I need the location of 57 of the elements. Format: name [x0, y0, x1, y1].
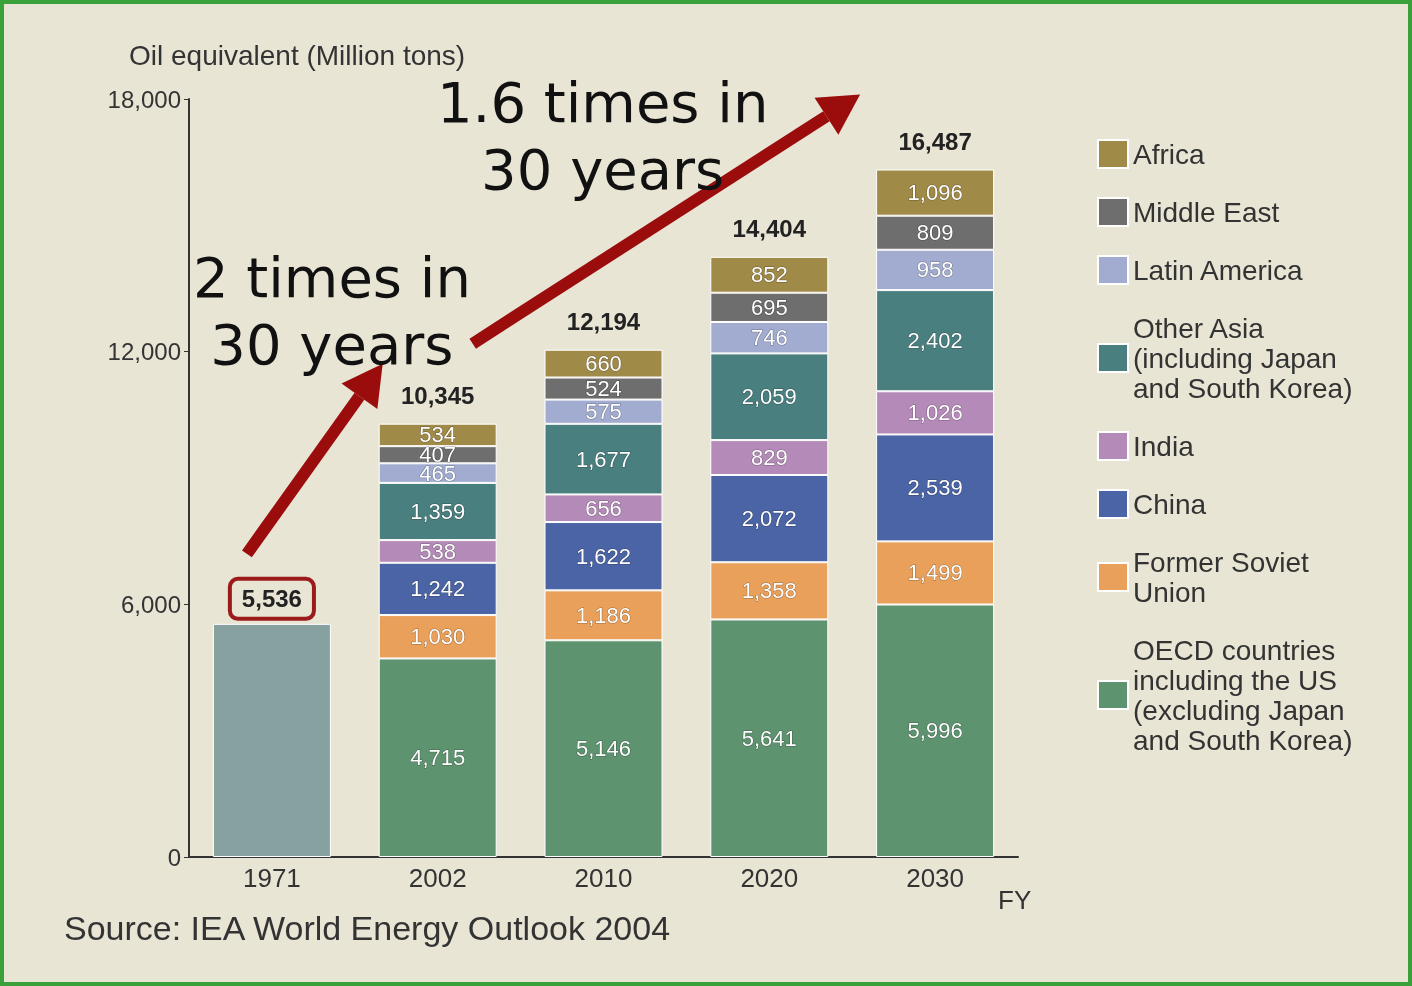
source-note: Source: IEA World Energy Outlook 2004 [64, 909, 671, 948]
x-tick-label: 2010 [574, 863, 633, 893]
data-label: 538 [419, 538, 457, 564]
legend-label: Latin America [1133, 254, 1304, 286]
legend-label: India [1133, 430, 1195, 462]
data-label: 575 [585, 399, 622, 425]
legend-label: Middle East [1133, 196, 1280, 228]
y-tick-label: 0 [167, 843, 181, 871]
data-label: 2,402 [907, 328, 963, 354]
data-label: 1,677 [575, 446, 632, 472]
legend-label: Former Soviet Union [1133, 546, 1317, 608]
legend-label: China [1133, 488, 1207, 520]
y-tick-label: 12,000 [107, 338, 181, 366]
x-tick-label: 2030 [906, 863, 965, 893]
annotation: 1.6 times in 30 years [437, 70, 770, 204]
data-label: 1,359 [410, 499, 466, 524]
data-label: 5,641 [741, 725, 797, 751]
data-label: 2,072 [741, 506, 797, 532]
data-label: 2,539 [907, 475, 963, 501]
data-label: 4,715 [410, 745, 466, 771]
annotation: 16,487 [897, 127, 973, 156]
y-tick-label: 6,000 [120, 590, 181, 618]
data-label: 809 [916, 220, 954, 246]
x-axis-title: FY [998, 885, 1032, 915]
data-label: 1,186 [575, 602, 632, 628]
data-label: 524 [585, 376, 622, 402]
annotation: 10,345 [400, 381, 476, 410]
y-axis-title: Oil equivalent (Million tons) [129, 39, 466, 71]
data-label: 656 [585, 495, 622, 521]
legend-label: OECD countries including the US (excluding Japan and South Korea) [1133, 634, 1353, 756]
data-label: 660 [585, 351, 622, 377]
data-label: 1,499 [907, 560, 963, 586]
data-label: 2,059 [741, 384, 797, 410]
data-label: 5,536 [241, 585, 302, 613]
x-tick-label: 2020 [740, 863, 799, 893]
data-label: 534 [419, 422, 457, 448]
x-tick-label: 1971 [242, 863, 301, 893]
data-label: 852 [750, 262, 788, 288]
annotation: 2 times in 30 years [191, 243, 472, 379]
data-label: 695 [750, 294, 788, 320]
data-label: 1,096 [907, 180, 963, 206]
data-label: 958 [916, 257, 954, 283]
x-tick-label: 2002 [408, 863, 467, 893]
legend-label: Africa [1133, 138, 1205, 170]
annotation: 14,404 [731, 214, 807, 243]
data-label: 829 [750, 445, 788, 471]
data-label: 1,026 [907, 400, 963, 426]
data-label: 1,622 [575, 543, 632, 569]
annotation: 12,194 [565, 307, 642, 336]
data-label: 746 [750, 325, 788, 351]
data-label: 1,358 [741, 578, 797, 604]
data-label: 1,030 [410, 624, 466, 650]
data-label: 5,996 [907, 718, 963, 744]
legend-label: Other Asia (including Japan and South Korea) [1133, 312, 1353, 404]
data-label: 1,242 [410, 576, 466, 602]
data-label: 5,146 [575, 736, 632, 762]
y-tick-label: 18,000 [107, 85, 181, 113]
